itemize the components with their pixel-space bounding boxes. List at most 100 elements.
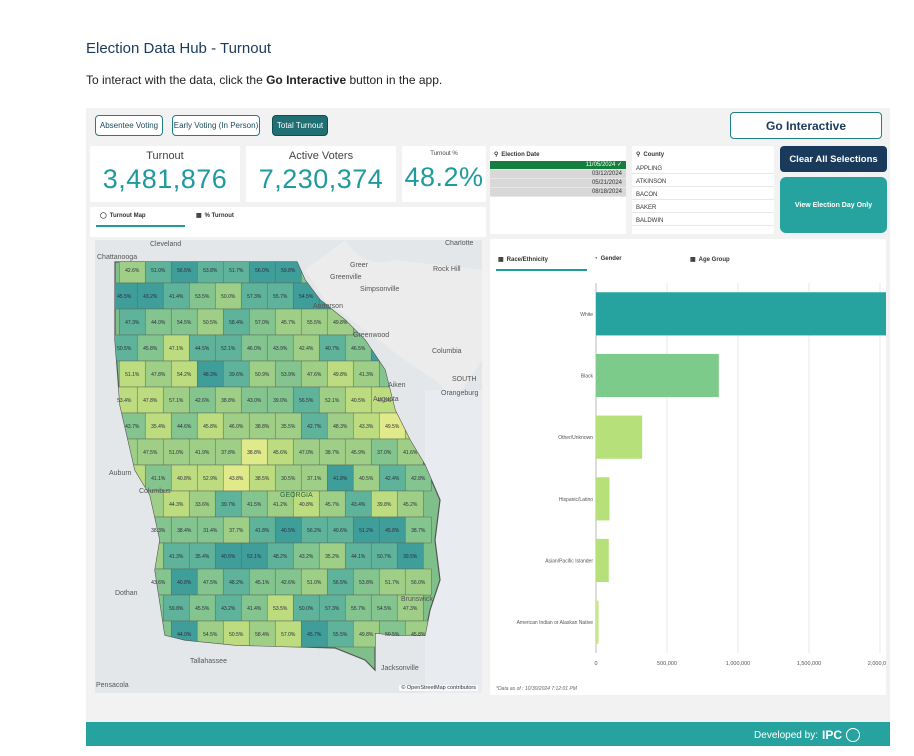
- county-value-label: 55.5%: [333, 632, 348, 638]
- county-value-label: 48.2%: [273, 554, 288, 560]
- map-place-label: Pensacola: [96, 682, 129, 689]
- county-value-label: 50.7%: [377, 554, 392, 560]
- county-value-label: 53.8%: [203, 268, 218, 274]
- county-shape: [188, 438, 216, 466]
- county-shape: [292, 438, 320, 466]
- map-place-label: SOUTH: [452, 376, 477, 383]
- globe-icon: ◯: [100, 213, 107, 219]
- tab-turnout-map[interactable]: ◯ Turnout Map: [100, 212, 146, 220]
- active-tab-indicator: [96, 225, 185, 227]
- county-shape: [188, 594, 216, 622]
- clear-all-selections-button[interactable]: Clear All Selections: [780, 146, 887, 172]
- county-shape: [162, 542, 190, 570]
- county-value-label: 56.0%: [411, 580, 426, 586]
- tab-age-group[interactable]: ▦ Age Group: [690, 256, 730, 264]
- map-place-label: Aiken: [388, 382, 406, 389]
- x-tick-label: 1,000,000: [726, 661, 750, 667]
- county-item[interactable]: APPLING: [632, 165, 774, 174]
- county-shape: [214, 334, 242, 362]
- county-value-label: 39.5%: [403, 554, 418, 560]
- county-item[interactable]: BAKER: [632, 204, 774, 213]
- view-election-day-button[interactable]: View Election Day Only: [780, 177, 887, 233]
- tab-pct-turnout[interactable]: ▦% Turnout: [196, 212, 234, 220]
- county-value-label: 45.5%: [117, 294, 132, 300]
- county-value-label: 41.6%: [403, 450, 418, 456]
- county-item[interactable]: BALDWIN: [632, 217, 774, 226]
- county-shape: [118, 620, 146, 648]
- county-value-label: 49.8%: [333, 320, 348, 326]
- kpi-turnout-pct: Turnout % 48.2%: [402, 146, 486, 202]
- turnout-app: Absentee Voting Early Voting (In Person)…: [86, 108, 890, 722]
- county-item[interactable]: BACON: [632, 191, 774, 200]
- county-value-label: 46.0%: [247, 346, 262, 352]
- county-shape: [300, 360, 328, 388]
- date-item[interactable]: 08/18/2024: [490, 188, 626, 197]
- county-shape: [222, 360, 250, 388]
- county-value-label: 45.8%: [143, 346, 158, 352]
- county-value-label: 54.5%: [177, 320, 192, 326]
- map-place-label: Greenville: [330, 274, 362, 281]
- county-value-label: 50.0%: [221, 294, 236, 300]
- intro-bold: Go Interactive: [266, 73, 347, 87]
- county-shape: [318, 490, 346, 518]
- county-value-label: 42.6%: [125, 268, 140, 274]
- bar: [596, 292, 886, 336]
- county-shape: [214, 490, 242, 518]
- county-shape: [136, 438, 164, 466]
- county-value-label: 56.0%: [255, 268, 270, 274]
- county-value-label: 44.1%: [351, 554, 366, 560]
- county-value-label: 53.5%: [195, 294, 210, 300]
- election-date-title: Election Date: [501, 151, 540, 158]
- map-place-label: Greer: [350, 262, 368, 269]
- county-value-label: 43.4%: [351, 502, 366, 508]
- county-shape: [326, 360, 354, 388]
- county-shape: [188, 386, 216, 414]
- footer-bar: Developed by: IPC: [86, 722, 890, 746]
- county-shape: [292, 490, 320, 518]
- county-shape: [222, 568, 250, 596]
- county-value-label: 45.8%: [203, 424, 218, 430]
- county-value-label: 55.7%: [351, 606, 366, 612]
- county-value-label: 39.0%: [273, 398, 288, 404]
- county-value-label: 52.1%: [221, 346, 236, 352]
- county-value-label: 49.8%: [359, 632, 374, 638]
- county-value-label: 41.3%: [169, 554, 184, 560]
- tab-turnout-map-label: Turnout Map: [109, 212, 146, 219]
- county-value-label: 43.0%: [247, 398, 262, 404]
- county-shape: [266, 542, 294, 570]
- county-value-label: 51.0%: [169, 450, 184, 456]
- county-shape: [370, 594, 398, 622]
- kpi-pct-label: Turnout %: [430, 151, 458, 157]
- county-labels: 42.6% 51.0% 56.5% 53.8% 51.7% 56.0% 59.8% 45.5%…: [117, 268, 426, 638]
- tab-age-label: Age Group: [698, 256, 730, 263]
- county-value-label: 37.0%: [377, 450, 392, 456]
- county-value-label: 45.1%: [255, 580, 270, 586]
- tab-race-ethnicity[interactable]: ▦ Race/Ethnicity: [498, 256, 548, 264]
- kpi-turnout: Turnout 3,481,876: [90, 146, 240, 202]
- date-item[interactable]: 03/12/2024: [490, 170, 626, 179]
- kpi-active-label: Active Voters: [288, 150, 354, 162]
- bar: [596, 538, 609, 583]
- go-interactive-button[interactable]: Go Interactive: [730, 112, 882, 139]
- map-place-label: Cleveland: [150, 241, 182, 248]
- county-shape: [248, 568, 276, 596]
- county-value-label: 53.8%: [359, 580, 374, 586]
- map-place-label: Columbia: [432, 348, 462, 355]
- county-value-label: 47.0%: [299, 450, 314, 456]
- date-item[interactable]: 11/05/2024 ✓: [490, 161, 626, 170]
- county-item[interactable]: ATKINSON: [632, 178, 774, 187]
- kpi-active-voters: Active Voters 7,230,374: [246, 146, 396, 202]
- county-value-label: 45.9%: [351, 450, 366, 456]
- tab-absentee-voting[interactable]: Absentee Voting: [95, 115, 163, 136]
- county-value-label: 57.0%: [281, 632, 296, 638]
- county-shape: [318, 594, 346, 622]
- tab-gender[interactable]: ◔ Gender: [594, 256, 622, 262]
- county-value-label: 50.5%: [117, 346, 132, 352]
- county-value-label: 35.4%: [151, 424, 166, 430]
- tab-total-turnout[interactable]: Total Turnout: [272, 115, 328, 136]
- county-value-label: 41.1%: [151, 476, 166, 482]
- tab-early-voting[interactable]: Early Voting (In Person): [172, 115, 260, 136]
- county-title: County: [643, 151, 665, 158]
- turnout-map[interactable]: 42.6% 51.0% 56.5% 53.8% 51.7% 56.0% 59.8% 45.5%…: [95, 240, 482, 693]
- date-item[interactable]: 05/21/2024: [490, 179, 626, 188]
